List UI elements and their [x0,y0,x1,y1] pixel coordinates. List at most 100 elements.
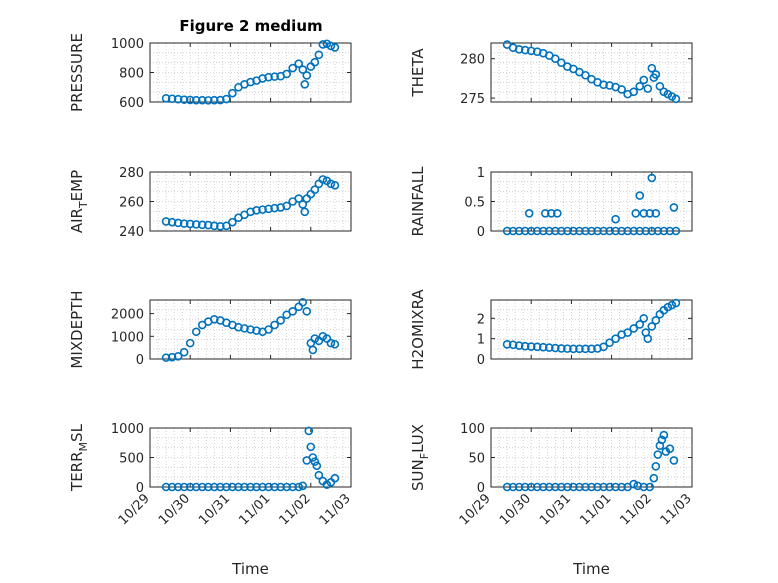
data-point [167,352,177,362]
data-point [643,334,653,343]
data-point [581,70,590,80]
series-points [161,297,340,362]
data-point [623,226,632,236]
data-point [282,482,291,492]
data-point [203,96,213,105]
data-point [216,482,225,492]
data-point [161,217,171,226]
y-axis-label: THETA [409,48,427,98]
y-tick-label: 800 [119,67,144,82]
y-tick-label: 2 [477,312,485,327]
y-tick-label: 0 [477,225,485,240]
data-point [191,327,201,337]
data-point [508,340,518,350]
data-point [563,482,572,492]
data-point [581,344,590,354]
data-point [310,185,320,194]
data-point [546,209,556,218]
data-point [270,203,279,213]
data-point [167,217,177,227]
data-point [551,54,560,64]
data-point [641,226,651,236]
data-point [252,482,261,492]
data-point [228,88,237,98]
data-point [671,226,681,236]
data-point [298,297,308,307]
data-point [282,201,291,211]
axes-box [149,299,352,360]
series-points [502,430,679,492]
data-point [651,209,661,218]
data-point [563,226,572,236]
data-point [330,43,340,52]
data-point [252,206,261,215]
data-point [557,482,566,492]
series-points [161,39,340,105]
data-point [587,482,596,492]
data-point [557,344,566,353]
data-point [314,50,324,60]
data-point [605,338,614,348]
data-point [605,482,614,492]
data-point [538,226,548,236]
data-point [526,342,536,351]
subplot-h2omixra: 0 1 2 H2OMIXRA [409,289,693,370]
data-point [581,226,590,236]
data-point [544,226,554,236]
data-point [526,226,536,236]
data-point [629,87,639,97]
data-point [514,341,524,350]
x-axis-label: Time [572,560,610,578]
series-points [502,173,681,236]
series-points [161,426,340,492]
data-point [569,226,578,236]
data-point [179,95,189,104]
data-point [611,482,620,492]
data-point [665,226,675,236]
data-point [276,482,285,492]
data-point [203,220,213,230]
data-point [302,71,312,80]
data-point [651,316,661,325]
data-point [326,179,336,189]
data-point [161,94,171,103]
data-point [326,41,336,51]
data-point [264,72,273,82]
data-point [657,435,667,445]
data-point [629,226,639,236]
y-tick-label: 260 [119,196,144,211]
data-point [300,207,310,217]
data-point [617,85,626,94]
data-point [185,482,195,492]
data-point [330,180,340,190]
data-point [167,94,177,104]
data-point [326,338,336,348]
data-point [173,482,183,492]
data-point [179,219,189,228]
data-point [310,457,320,466]
y-tick-label: 100 [460,422,485,437]
data-point [216,95,225,105]
data-point [210,314,219,324]
data-point [647,226,657,236]
data-point [651,462,661,471]
data-point [173,94,183,104]
data-point [551,226,560,236]
y-tick-label: 1 [477,166,485,181]
data-point [631,209,641,218]
data-point [270,72,279,81]
data-point [557,226,566,236]
data-point [520,45,530,55]
subplot-air_temp: 240 260 280 AIRTEMP [68,166,352,240]
data-point [173,218,183,228]
data-point [671,94,681,104]
data-point [310,57,320,67]
data-point [228,482,237,492]
series-points [502,40,681,104]
series-points [502,298,681,354]
data-point [197,95,207,105]
data-point [538,342,548,352]
data-point [216,221,225,231]
data-point [647,322,657,331]
data-point [526,482,536,492]
